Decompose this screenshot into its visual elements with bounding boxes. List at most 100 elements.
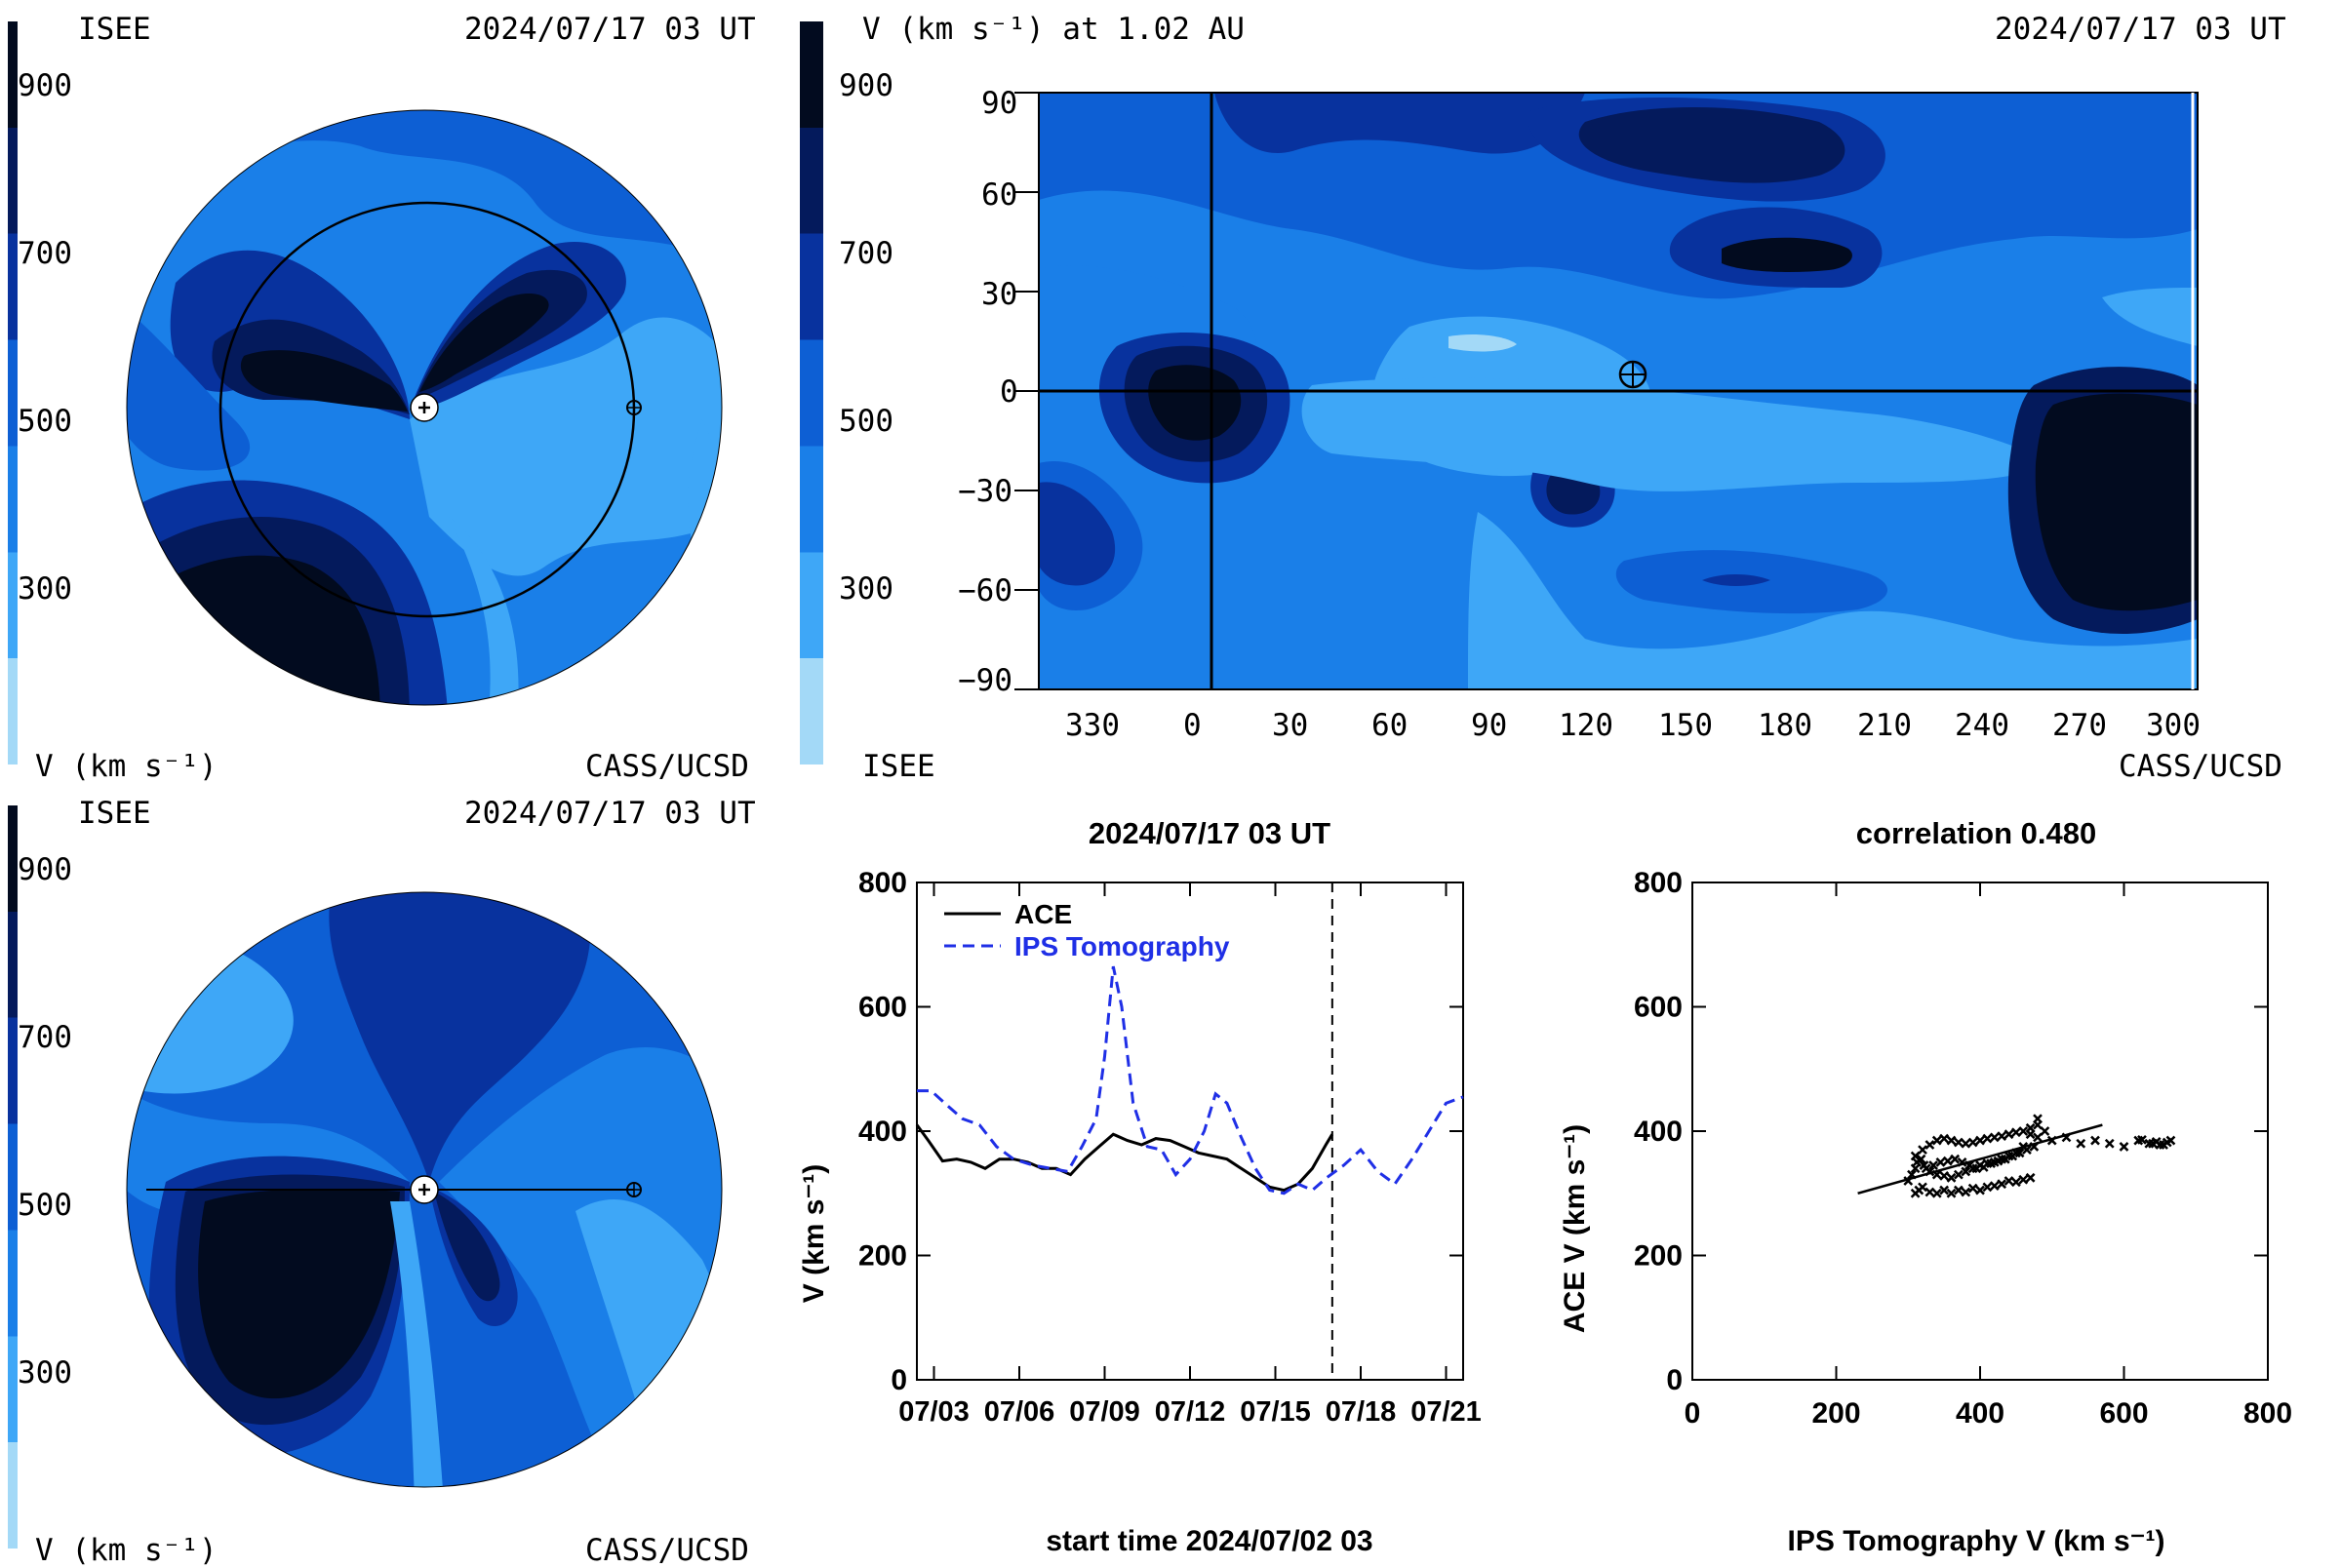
scatter-point [1967, 1183, 1978, 1194]
scatter-point [1916, 1154, 1926, 1164]
y-axis-label: V (km s⁻¹) [798, 1164, 830, 1304]
series-ace-line [915, 1123, 1334, 1193]
y-tick-label: 400 [858, 1116, 907, 1148]
scatter-point [2104, 1138, 2115, 1149]
y-tick-label: 600 [858, 992, 907, 1024]
scatter-point [1946, 1135, 1957, 1146]
panel-bottom-left-date: 2024/07/17 03 UT [464, 796, 756, 831]
polar-view-top [126, 109, 723, 706]
scatter-point [1942, 1156, 1953, 1166]
scatter-point [1928, 1160, 1938, 1170]
scatter-point [1918, 1145, 1927, 1156]
map-x-tick: 180 [1758, 708, 1812, 743]
x-axis-label: IPS Tomography V (km s⁻¹) [1788, 1525, 2165, 1557]
map-x-tick: 120 [1559, 708, 1613, 743]
scatter-point [1997, 1154, 2007, 1164]
y-tick-label: 200 [858, 1240, 907, 1273]
scatter-point [2025, 1172, 2036, 1183]
colorbar-bottom [8, 805, 18, 1548]
regression-line [1857, 1123, 2103, 1195]
scatter-point [1961, 1166, 1971, 1177]
scatter-point [1997, 1131, 2007, 1141]
colorbar-tick-500: 500 [839, 404, 893, 439]
scatter-point [1975, 1135, 1985, 1146]
scatter-point [1924, 1187, 1935, 1197]
map-x-tick: 150 [1658, 708, 1713, 743]
scatter-point [1950, 1154, 1961, 1164]
scatter-point [1946, 1172, 1957, 1183]
colorbar-tick-700: 700 [18, 236, 72, 271]
scatter-point [1961, 1187, 1971, 1197]
map-y-tick: −60 [958, 573, 1012, 608]
y-tick-label: 600 [1634, 992, 1683, 1024]
map-x-tick: 210 [1857, 708, 1912, 743]
map-y-tick: 30 [981, 277, 1018, 312]
map-x-tick: 90 [1471, 708, 1508, 743]
scatter-point [2159, 1140, 2168, 1150]
scatter-point [1967, 1163, 1978, 1174]
map-x-tick: 240 [1955, 708, 2009, 743]
earth-marker-icon [1618, 360, 1647, 389]
plot-frame [1691, 882, 2269, 1381]
x-tick-label: 0 [1685, 1397, 1701, 1430]
scatter-point [2004, 1176, 2014, 1186]
scatter-point [2018, 1126, 2029, 1136]
x-tick-label: 07/21 [1410, 1396, 1482, 1428]
scatter-point [1931, 1188, 1942, 1198]
x-tick-label: 07/06 [984, 1396, 1055, 1428]
map-date: 2024/07/17 03 UT [1995, 12, 2286, 47]
scatter-point [1982, 1158, 1993, 1169]
scatter-point [2033, 1132, 2043, 1143]
map-x-tick: 60 [1371, 708, 1409, 743]
y-tick-label: 800 [858, 867, 907, 899]
legend-label-ace: ACE [1014, 899, 1072, 929]
map-x-tick: 330 [1065, 708, 1120, 743]
map-x-tick: 300 [2146, 708, 2201, 743]
scatter-point [2033, 1114, 2043, 1124]
x-tick-label: 07/09 [1069, 1396, 1140, 1428]
scatter-point [2018, 1174, 2029, 1185]
scatter-point [1946, 1188, 1957, 1198]
map-y-tick: 90 [981, 86, 1018, 121]
map-credit: CASS/UCSD [2119, 749, 2282, 784]
scatter-point [1989, 1181, 2000, 1191]
scatter-point [1982, 1182, 1993, 1193]
scatter-point [1931, 1135, 1942, 1146]
scatter-point [1939, 1185, 1950, 1196]
x-tick-label: 200 [1811, 1397, 1860, 1430]
scatter-point [1939, 1171, 1950, 1181]
scatter-point [2076, 1138, 2086, 1149]
y-tick-label: 0 [1666, 1364, 1683, 1396]
panel-bottom-left-source: ISEE [78, 796, 151, 831]
scatter-point [2010, 1177, 2021, 1188]
earth-marker-icon [626, 400, 642, 415]
y-tick-label: 400 [1634, 1116, 1683, 1148]
map-x-tick: 270 [2052, 708, 2107, 743]
y-tick-label: 200 [1634, 1240, 1683, 1273]
y-axis-label: ACE V (km s⁻¹) [1559, 1124, 1591, 1333]
scatter-point [2119, 1142, 2129, 1152]
scatter-point [2025, 1129, 2036, 1140]
y-tick-label: 800 [1634, 867, 1683, 899]
scatter-point [1935, 1156, 1946, 1167]
chart-title: 2024/07/17 03 UT [1089, 816, 1330, 850]
timeseries-chart: 2024/07/17 03 UT start time 2024/07/02 0… [798, 816, 1482, 1557]
scatter-point [2165, 1135, 2176, 1146]
series-ips-line [917, 965, 1464, 1196]
colorbar-unit-label: V (km s⁻¹) [35, 749, 218, 784]
scatter-point [2040, 1126, 2050, 1136]
panel-top-left-date: 2024/07/17 03 UT [464, 12, 756, 47]
earth-marker-icon [626, 1182, 642, 1197]
scatter-point [1961, 1138, 1971, 1149]
map-title: V (km s⁻¹) at 1.02 AU [862, 12, 1245, 47]
colorbar-middle [800, 21, 823, 764]
x-tick-label: 400 [1956, 1397, 2004, 1430]
colorbar-tick-900: 900 [839, 68, 893, 103]
map-x-tick: 30 [1272, 708, 1309, 743]
map-x-tick: 0 [1183, 708, 1202, 743]
panel-top-left-credit: CASS/UCSD [585, 749, 749, 784]
scatter-point [2004, 1151, 2014, 1161]
scatter-point [1997, 1179, 2007, 1190]
colorbar-tick-500: 500 [18, 1188, 72, 1223]
scatter-point [1989, 1132, 2000, 1143]
